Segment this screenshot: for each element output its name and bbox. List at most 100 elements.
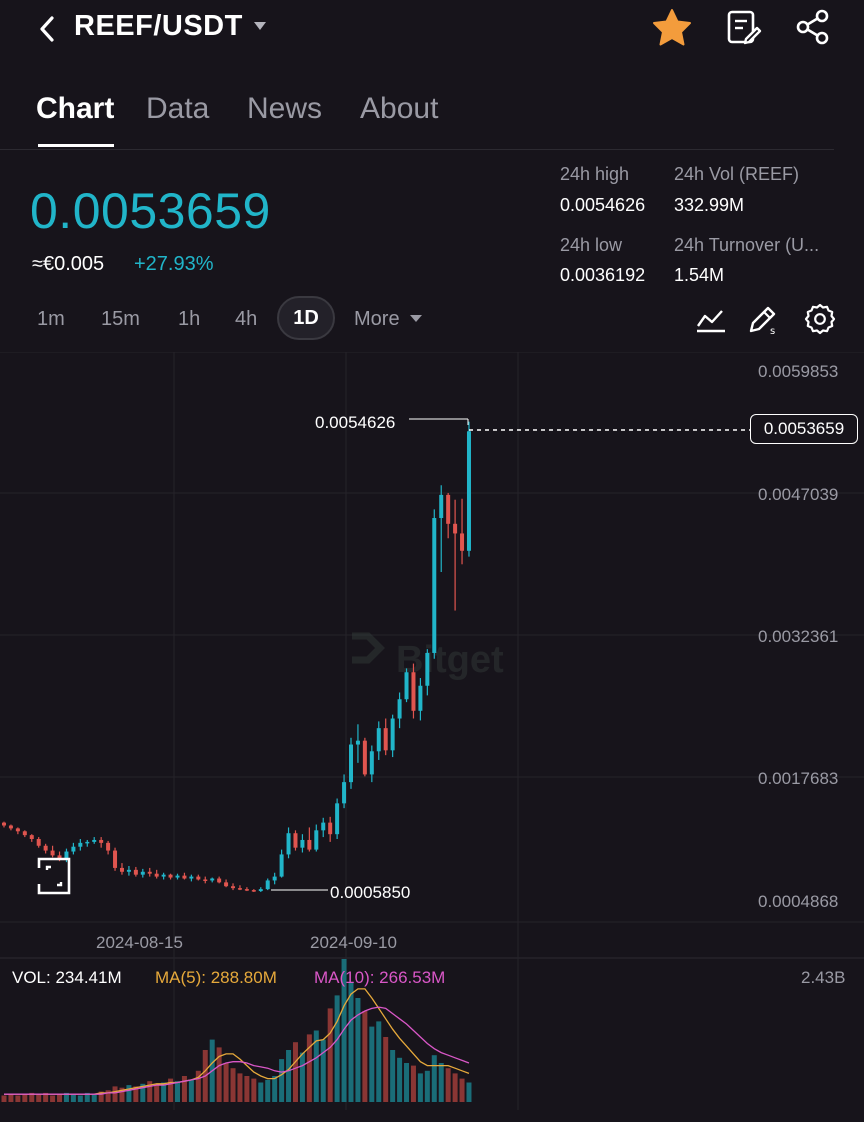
volume-bar	[279, 1059, 285, 1102]
candle-body	[15, 828, 20, 832]
candle-body	[133, 869, 138, 875]
fullscreen-icon[interactable]	[36, 856, 72, 896]
candle-body	[349, 744, 353, 783]
dropdown-caret-icon[interactable]	[252, 20, 268, 32]
volume-bar	[390, 1050, 396, 1102]
volume-bar	[112, 1086, 118, 1102]
volume-max-label: 2.43B	[801, 968, 846, 987]
candle-body	[168, 874, 173, 878]
y-label-2: 0.0032361	[758, 627, 839, 646]
volume-bar	[230, 1068, 236, 1102]
candle-body	[196, 876, 201, 880]
volume-bar	[286, 1050, 292, 1102]
draw-tool-icon[interactable]: s	[746, 302, 780, 336]
volume-bar	[195, 1070, 201, 1102]
candle-body	[22, 831, 27, 836]
low-label: 24h low	[560, 235, 623, 255]
notes-icon[interactable]	[724, 8, 762, 46]
volume-bar	[258, 1082, 264, 1102]
volume-bar	[133, 1086, 139, 1102]
candle-body	[8, 825, 13, 829]
timeframe-15m[interactable]: 15m	[101, 308, 140, 330]
volume-bar	[376, 1021, 382, 1102]
timeframe-more[interactable]: More	[354, 308, 423, 331]
timeframe-1d[interactable]: 1D	[277, 296, 335, 340]
volume-bar	[70, 1094, 76, 1102]
tab-news[interactable]: News	[247, 92, 323, 125]
candle-body	[64, 851, 69, 860]
volume-bar	[50, 1095, 56, 1102]
share-icon[interactable]	[794, 8, 832, 46]
volume-bar	[126, 1085, 132, 1102]
volume-bar	[404, 1063, 410, 1102]
y-label-4: 0.0004868	[758, 892, 839, 911]
volume-bar	[397, 1057, 403, 1102]
favorite-star-icon[interactable]	[652, 8, 692, 46]
indicator-icon[interactable]	[694, 302, 728, 336]
volume-bar	[175, 1081, 180, 1102]
volume-bar	[292, 1042, 298, 1102]
x-label-0: 2024-08-15	[96, 933, 183, 952]
price-chart[interactable]: Bitget 0.0054626 0.0005850	[0, 352, 864, 1122]
x-label-1: 2024-09-10	[310, 933, 397, 952]
low-marker-label: 0.0005850	[330, 883, 410, 902]
volume-bar	[431, 1055, 437, 1102]
pair-title[interactable]: REEF/USDT	[74, 10, 243, 42]
current-price-tag: 0.0053659	[750, 414, 858, 444]
timeframe-1h[interactable]: 1h	[178, 308, 201, 330]
candle-body	[113, 850, 118, 868]
volume-bar	[445, 1068, 451, 1102]
volume-bar	[57, 1094, 63, 1102]
candle-body	[466, 431, 471, 551]
volume-bar	[306, 1034, 312, 1102]
candle-body	[231, 886, 236, 889]
tab-data[interactable]: Data	[146, 92, 210, 125]
candle-body	[224, 882, 229, 887]
candle-body	[203, 879, 208, 881]
volume-bar	[216, 1047, 222, 1102]
candle-body	[154, 873, 159, 877]
volume-bar	[15, 1095, 21, 1102]
candle-body	[342, 782, 347, 804]
candle-body	[335, 803, 340, 835]
price-change: +27.93%	[134, 253, 214, 275]
candle-body	[57, 855, 62, 860]
volume-bar	[237, 1073, 243, 1102]
candle-body	[92, 839, 97, 842]
tab-chart[interactable]: Chart	[36, 92, 115, 125]
volume-bar	[341, 959, 347, 1102]
volume-bar	[362, 1011, 368, 1102]
settings-gear-icon[interactable]	[803, 302, 837, 336]
volume-bar	[424, 1070, 430, 1102]
volume-bar	[91, 1094, 97, 1102]
back-arrow-icon[interactable]	[34, 12, 64, 46]
y-label-1: 0.0047039	[758, 485, 839, 504]
candle-body	[147, 871, 152, 874]
timeframe-4h[interactable]: 4h	[235, 308, 258, 330]
candle-body	[29, 835, 34, 840]
volume-bar	[1, 1095, 7, 1102]
volume-bar	[438, 1063, 444, 1102]
price-markers: 0.0054626 0.0005850	[271, 413, 750, 902]
candle-body	[161, 874, 166, 877]
candle-body	[85, 841, 90, 844]
timeframe-1m[interactable]: 1m	[37, 308, 65, 330]
volume-bar	[29, 1092, 35, 1102]
volume-bar	[105, 1090, 111, 1102]
volume-bar	[22, 1094, 28, 1102]
candle-body	[307, 839, 312, 850]
candle-body	[432, 518, 437, 653]
candle-body	[244, 889, 249, 891]
tab-about[interactable]: About	[360, 92, 439, 125]
volume-bar	[299, 1052, 305, 1102]
volume-bar	[410, 1065, 416, 1102]
volume-bar	[168, 1078, 174, 1102]
candle-body	[376, 728, 381, 752]
volume-bar	[466, 1082, 472, 1102]
volume-bar	[417, 1073, 423, 1102]
volume-bar	[334, 995, 340, 1102]
candle-body	[355, 740, 360, 745]
candle-body	[265, 880, 270, 890]
volume-value: 332.99M	[674, 195, 745, 215]
y-label-3: 0.0017683	[758, 769, 839, 788]
